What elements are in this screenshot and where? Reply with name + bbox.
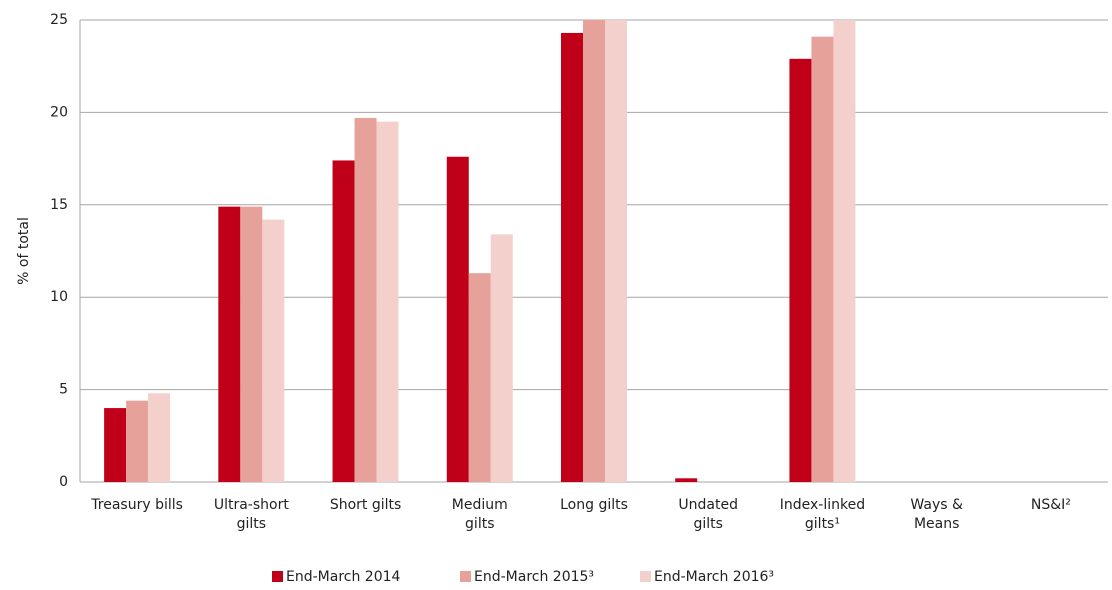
bar [218,206,241,482]
x-tick-label: Treasury bills [90,497,183,513]
bar [605,20,627,482]
bar [468,273,491,482]
y-tick-label: 10 [50,289,68,305]
x-tick-label: NS&I² [1031,497,1071,513]
bar [262,219,285,483]
x-tick-label: Ultra-short gilts [214,497,290,532]
legend-swatch [272,571,283,582]
x-tick-label: Index-linked gilts¹ [780,497,865,532]
bar [675,478,698,482]
y-tick-label: 25 [50,12,68,28]
y-tick-label: 0 [59,474,68,490]
legend-label: End-March 2016³ [654,569,774,585]
bar [833,20,856,482]
bar [583,20,605,482]
bar [811,36,834,483]
bar [376,121,399,482]
bar [126,400,149,482]
x-tick-label: Ways & Means [910,497,963,532]
y-tick-label: 15 [50,197,68,213]
legend-swatch [640,571,651,582]
legend-label: End-March 2014 [286,569,401,585]
x-tick-label: Medium gilts [452,497,508,532]
bar [354,117,377,482]
y-axis-label: % of total [16,217,32,285]
bar [789,58,812,483]
legend-label: End-March 2015³ [474,569,594,585]
x-tick-label: Long gilts [560,497,628,513]
x-tick-label: Undated gilts [678,497,738,532]
bar [332,160,355,482]
bar [490,234,513,482]
bar [148,393,171,482]
y-tick-label: 20 [50,104,68,120]
bar [240,206,263,482]
bar [446,156,469,482]
bar [104,408,127,482]
y-tick-label: 5 [59,382,68,398]
x-tick-label: Short gilts [330,497,401,513]
legend-swatch [460,571,471,582]
bar [561,32,583,482]
